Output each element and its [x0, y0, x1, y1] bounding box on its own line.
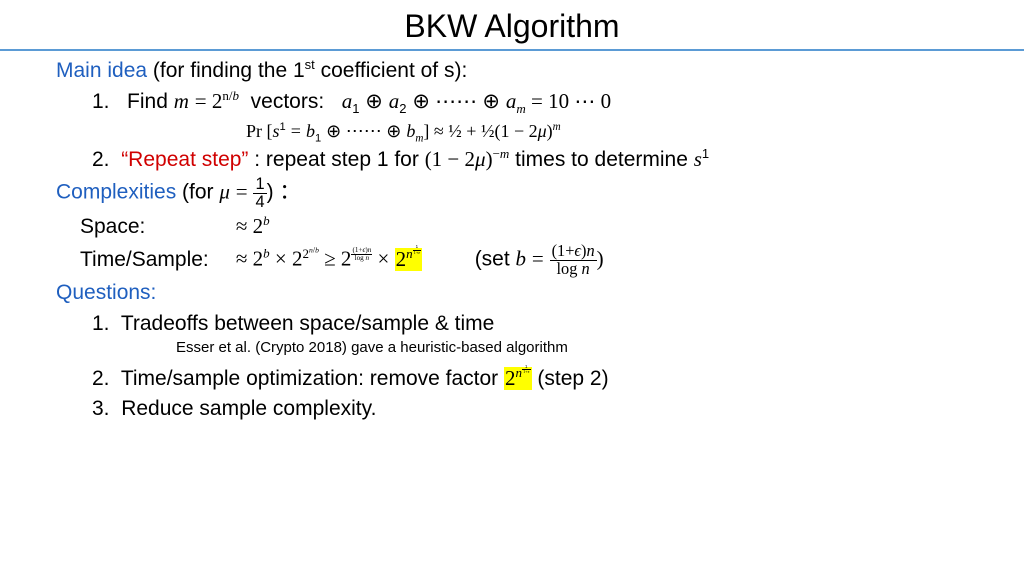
- item-2: 2. “Repeat step” : repeat step 1 for (1 …: [56, 145, 984, 174]
- q3-num: 3.: [92, 397, 110, 420]
- main-idea-rest: (for finding the 1: [147, 59, 305, 82]
- item-1-rhs: = 10 ⋯ 0: [526, 89, 611, 113]
- probability-line: Pr [s1 = b1 ⊕ ⋯⋯ ⊕ bm] ≈ ½ + ½(1 − 2μ)m: [56, 119, 984, 143]
- space-approx: ≈ 2: [236, 214, 263, 238]
- title-rule: [0, 49, 1024, 51]
- space-label: Space:: [80, 213, 230, 241]
- time-x2: ×: [372, 247, 394, 271]
- main-idea-line: Main idea (for finding the 1st coefficie…: [56, 57, 984, 85]
- item-2-num: 2.: [92, 148, 110, 171]
- questions-label: Questions:: [56, 281, 156, 304]
- q2-num: 2.: [92, 367, 110, 390]
- q1-text: Tradeoffs between space/sample & time: [121, 312, 495, 335]
- pr-approx: ≈ ½ + ½(1 − 2: [429, 121, 537, 141]
- time-x: × 2: [270, 247, 303, 271]
- q3-text: Reduce sample complexity.: [121, 397, 376, 420]
- slide-title: BKW Algorithm: [0, 8, 1024, 45]
- question-2: 2. Time/sample optimization: remove fact…: [56, 364, 984, 393]
- q2-tail: (step 2): [532, 367, 609, 390]
- pr-mu: μ: [538, 121, 547, 141]
- item-1-num: 1.: [92, 90, 110, 113]
- main-idea-label: Main idea: [56, 59, 147, 82]
- time-ge: ≥ 2: [319, 247, 352, 271]
- question-1: 1. Tradeoffs between space/sample & time: [56, 310, 984, 338]
- questions-line: Questions:: [56, 279, 984, 307]
- main-idea-rest2: coefficient of s):: [315, 59, 468, 82]
- main-idea-sup: st: [305, 57, 315, 72]
- slide-body: Main idea (for finding the 1st coefficie…: [0, 57, 1024, 424]
- item-1-vectors: vectors:: [251, 90, 325, 113]
- complexities-label: Complexities: [56, 181, 176, 204]
- time-approx: ≈ 2: [236, 247, 263, 271]
- set-label: (set: [475, 248, 516, 271]
- q2-text: Time/sample optimization: remove factor: [121, 367, 504, 390]
- repeat-step-label: “Repeat step”: [121, 148, 248, 171]
- slide: { "title": "BKW Algorithm", "mainIdea": …: [0, 0, 1024, 576]
- complexities-line: Complexities (for μ = 14) ：: [56, 176, 984, 210]
- item-2-colon: : repeat step 1 for: [248, 148, 424, 171]
- space-line: Space: ≈ 2b: [56, 212, 984, 241]
- pr-label: Pr: [246, 121, 267, 141]
- q1-num: 1.: [92, 312, 110, 335]
- item-1: 1. Find m = 2n/b vectors: a1 ⊕ a2 ⊕ ⋯⋯ ⊕…: [56, 87, 984, 116]
- question-1-ref: Esser et al. (Crypto 2018) gave a heuris…: [56, 338, 984, 358]
- time-line: Time/Sample: ≈ 2b × 22n/b ≥ 2(1+ϵ)nlog n…: [56, 243, 984, 277]
- time-label: Time/Sample:: [80, 246, 230, 274]
- complexities-rest: (for: [176, 181, 219, 204]
- item-1-find: Find: [127, 90, 174, 113]
- complexities-colon: ) ：: [267, 181, 301, 204]
- question-3: 3. Reduce sample complexity.: [56, 395, 984, 423]
- item-2-times: times to determine: [509, 148, 693, 171]
